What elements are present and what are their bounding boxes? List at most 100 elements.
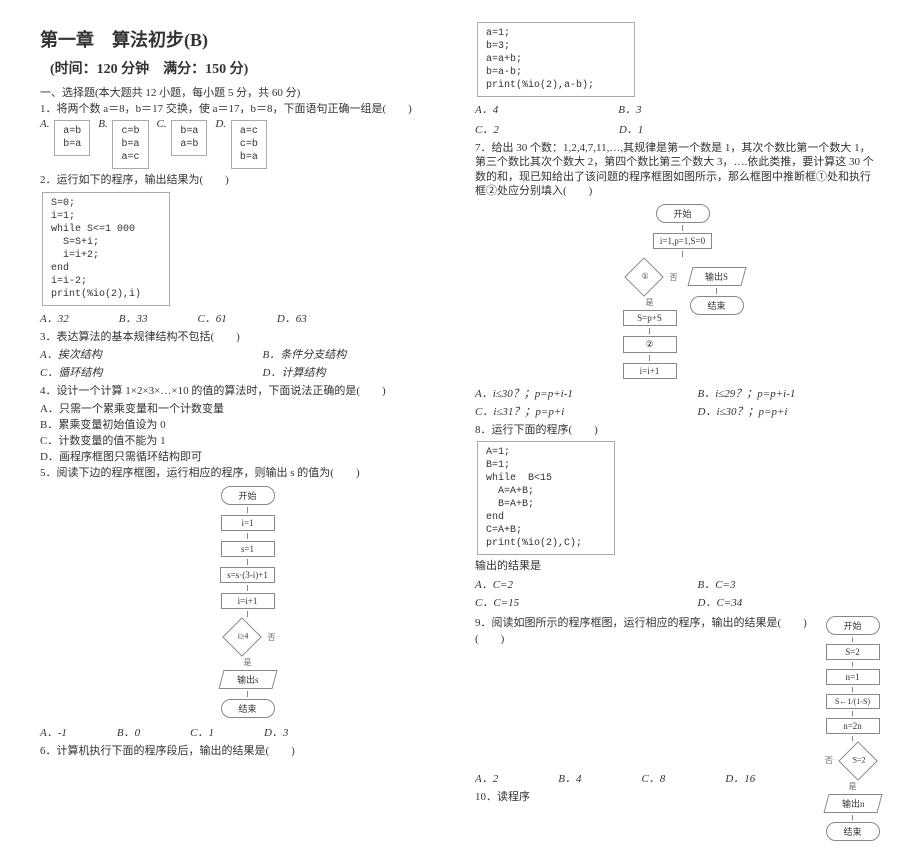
q8-res-label: 输出的结果是 [475, 559, 880, 573]
q1-label-b: B. [98, 118, 107, 130]
q7-opt-b: B．i≤29？；p=p+i-1 [698, 385, 881, 401]
q9-opt-b: B．4 [558, 770, 581, 786]
q8-text: 8．运行下面的程序( ) [475, 423, 880, 437]
q5-flow-n1: i=1 [221, 515, 275, 531]
q9-options: A．2 B．4 C．8 D．16 [475, 770, 815, 786]
q9-opt-d: D．16 [725, 770, 755, 786]
q9-flow-n2: n=1 [826, 669, 880, 685]
q9-flow-n4: n=2n [826, 718, 880, 734]
q6-opt-c: C．2 [475, 121, 499, 137]
q6-text: 6．计算机执行下面的程序段后，输出的结果是( ) [40, 744, 445, 758]
q7-opt-a: A．i≤30？；p=p+i-1 [475, 385, 658, 401]
q6-code: a=1; b=3; a=a+b; b=a-b; print(%io(2),a-b… [477, 22, 635, 97]
q4-opt-b: B．累乘变量初始值设为 0 [40, 416, 445, 432]
section1-header: 一、选择题(本大题共 12 小题，每小题 5 分，共 60 分) [40, 84, 445, 100]
q5-opt-a: A．-1 [40, 724, 67, 740]
q1-box-b: c=b b=a a=c [112, 120, 148, 169]
q7-flow-n1: S=p+S [623, 310, 677, 326]
q1-text: 1．将两个数 a＝8，b＝17 交换，使 a＝17，b＝8，下面语句正确一组是(… [40, 102, 445, 116]
q3-opt-a: A．挨次结构 [40, 346, 223, 362]
q9-flow-cond: S=2 [838, 741, 878, 781]
exam-line: (时间：120 分钟 满分：150 分) [50, 58, 445, 78]
q7-flow-yes: 是 [646, 297, 654, 308]
q5-flow-n2: s=1 [221, 541, 275, 557]
q5-flow-start: 开始 [221, 486, 275, 505]
q5-opt-b: B．0 [117, 724, 140, 740]
q5-flowchart: 开始 i=1 s=1 s=s·(3-i)+1 i=i+1 i≥4 否 是 输出s… [50, 484, 445, 720]
q7-flow-cond: ① [624, 257, 664, 297]
q2-text: 2．运行如下的程序，输出结果为( ) [40, 173, 445, 187]
q4-opt-a: A．只需一个累乘变量和一个计数变量 [40, 400, 445, 416]
q7-text: 7．给出 30 个数：1,2,4,7,11,…,其规律是第一个数是 1，其次个数… [475, 141, 880, 198]
q2-opt-a: A．32 [40, 310, 69, 326]
q8-code: A=1; B=1; while B<15 A=A+B; B=A+B; end C… [477, 441, 615, 555]
q1-box-c: b=a a=b [171, 120, 207, 156]
q9-flow-n3: S←1/(1-S) [826, 694, 880, 709]
q5-flow-cond: i≥4 [222, 618, 262, 658]
q5-flow-no: 否 [268, 632, 276, 643]
q1-box-a: a=b b=a [54, 120, 90, 156]
q1-label-d: D. [215, 118, 226, 130]
q9-flow-yes: 是 [849, 781, 857, 792]
q7-options: A．i≤30？；p=p+i-1 B．i≤29？；p=p+i-1 C．i≤31？；… [475, 385, 880, 419]
q5-flow-out: 输出s [218, 670, 277, 689]
q9-flowchart: 开始 S=2 n=1 S←1/(1-S) n=2n 否 S=2 是 输出n [825, 614, 880, 843]
q1-box-d: a=c c=b b=a [231, 120, 267, 169]
q9-opt-a: A．2 [475, 770, 498, 786]
q3-opt-c: C．循环结构 [40, 364, 223, 380]
q8-opt-c: C．C=15 [475, 594, 658, 610]
q7-flow-n2: ② [623, 336, 677, 353]
q4-text: 4．设计一个计算 1×2×3×…×10 的值的算法时，下面说法正确的是( ) [40, 384, 445, 398]
q9-opt-c: C．8 [641, 770, 665, 786]
q8-options: A．C=2 B．C=3 C．C=15 D．C=34 [475, 576, 880, 610]
q7-flow-out: 输出S [687, 267, 746, 286]
q9-flow-out: 输出n [823, 794, 882, 813]
q7-flow-no: 否 [670, 272, 678, 283]
q1-options: A. a=b b=a B. c=b b=a a=c C. b=a a=b D. … [40, 118, 445, 171]
q3-opt-b: B．条件分支结构 [263, 346, 446, 362]
q7-flow-start: 开始 [656, 204, 710, 223]
q8-opt-d: D．C=34 [698, 594, 881, 610]
q2-opt-d: D．63 [277, 310, 307, 326]
q7-flow-end: 结束 [690, 296, 744, 315]
q5-flow-n3: s=s·(3-i)+1 [220, 567, 275, 583]
q7-flowchart: 开始 i=1,p=1,S=0 ① 否 是 S=p+S ② [485, 202, 880, 381]
q9-flow-end: 结束 [826, 822, 880, 841]
q1-label-c: C. [157, 118, 167, 130]
q4-options: A．只需一个累乘变量和一个计数变量 B．累乘变量初始值设为 0 C．计数变量的值… [40, 400, 445, 464]
chapter-title: 第一章 算法初步(B) [40, 26, 445, 52]
q7-flow-n3: i=i+1 [623, 363, 677, 379]
q2-options: A．32 B．33 C．61 D．63 [40, 310, 445, 326]
q2-code: S=0; i=1; while S<=1 000 S=S+i; i=i+2; e… [42, 192, 170, 306]
q9-text: 9．阅读如图所示的程序框图，运行相应的程序，输出的结果是( ) [475, 616, 815, 630]
q6-opt-d: D．1 [619, 121, 643, 137]
q5-flow-n4: i=i+1 [221, 593, 275, 609]
q4-opt-d: D．画程序框图只需循环结构即可 [40, 448, 445, 464]
q5-options: A．-1 B．0 C．1 D．3 [40, 724, 445, 740]
q7-flow-init: i=1,p=1,S=0 [653, 233, 712, 249]
q6-options: A．4 B．3 [475, 101, 880, 117]
q5-flow-yes: 是 [244, 657, 252, 668]
q9-flow-start: 开始 [826, 616, 880, 635]
q7-opt-d: D．i≤30？；p=p+i [698, 403, 881, 419]
q10-text: 10．读程序 [475, 790, 815, 804]
q2-opt-b: B．33 [119, 310, 148, 326]
q2-opt-c: C．61 [197, 310, 226, 326]
q5-flow-end: 结束 [221, 699, 275, 718]
q9-flow-no: 否 [825, 755, 833, 766]
q8-opt-a: A．C=2 [475, 576, 658, 592]
q5-opt-d: D．3 [264, 724, 288, 740]
q4-opt-c: C．计数变量的值不能为 1 [40, 432, 445, 448]
q5-opt-c: C．1 [190, 724, 214, 740]
q3-text: 3．表达算法的基本规律结构不包括( ) [40, 330, 445, 344]
q6-opt-a: A．4 [475, 101, 498, 117]
q6-opt-b: B．3 [618, 101, 641, 117]
q3-opt-d: D．计算结构 [263, 364, 446, 380]
q6-options-2: C．2 D．1 [475, 121, 880, 137]
q9-flow-n1: S=2 [826, 644, 880, 660]
q3-options: A．挨次结构 B．条件分支结构 C．循环结构 D．计算结构 [40, 346, 445, 380]
q5-text: 5．阅读下边的程序框图，运行相应的程序，则输出 s 的值为( ) [40, 466, 445, 480]
q7-opt-c: C．i≤31？；p=p+i [475, 403, 658, 419]
q1-label-a: A. [40, 118, 49, 130]
q8-opt-b: B．C=3 [698, 576, 881, 592]
